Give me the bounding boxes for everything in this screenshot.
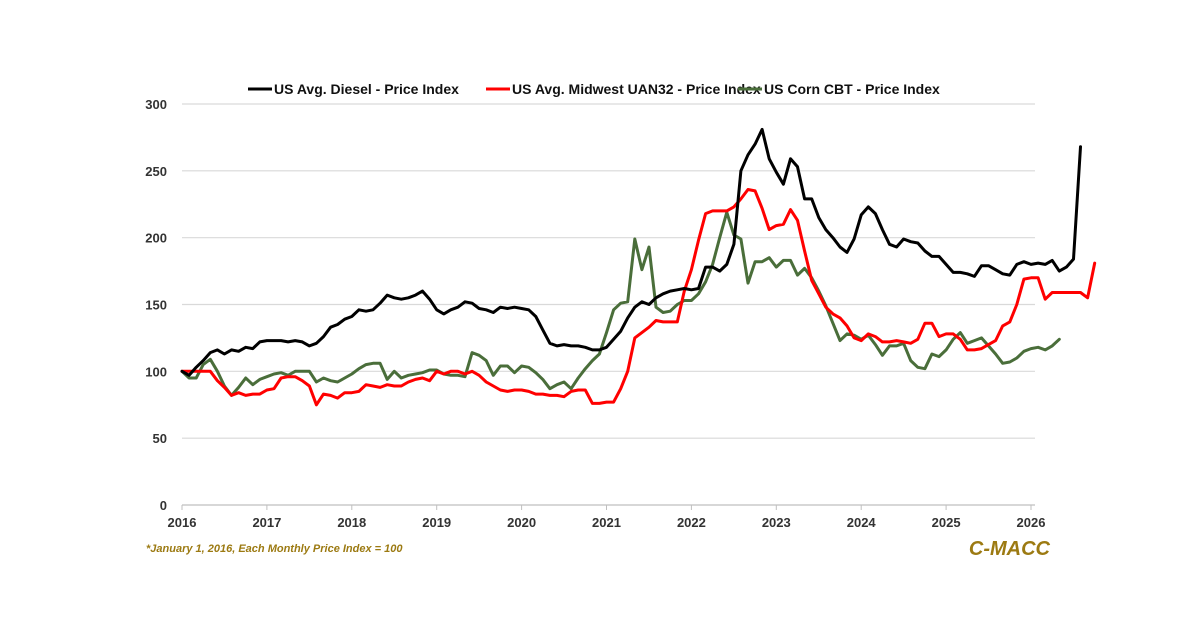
gridlines [182,103,1035,439]
x-tick-label: 2019 [422,515,451,530]
corn-series-line [180,210,1061,397]
series-lines [180,127,1097,407]
y-tick-label: 250 [145,164,167,179]
footnote: *January 1, 2016, Each Monthly Price Ind… [146,543,403,555]
x-tick-label: 2023 [762,515,791,530]
x-axis: 2016 2017 2018 2019 2020 2021 2022 2023 2024 2025… [168,504,1046,530]
uan32-series-line [180,188,1097,407]
y-tick-label: 50 [153,431,167,446]
y-axis: 0 50 100 150 200 250 300 [145,97,167,513]
x-tick-label: 2017 [252,515,281,530]
legend-label: US Avg. Diesel - Price Index [274,81,459,97]
x-tick-label: 2018 [337,515,366,530]
x-tick-label: 2026 [1017,515,1046,530]
legend: US Avg. Diesel - Price Index US Avg. Midw… [248,81,940,97]
x-tick-label: 2025 [932,515,961,530]
diesel-series-line [180,127,1082,377]
x-tick-label: 2016 [168,515,197,530]
legend-label: US Corn CBT - Price Index [764,81,940,97]
y-tick-label: 150 [145,298,167,313]
y-tick-label: 300 [145,97,167,112]
x-tick-label: 2020 [507,515,536,530]
legend-label: US Avg. Midwest UAN32 - Price Index [512,81,761,97]
y-tick-label: 100 [145,364,167,379]
y-tick-label: 0 [160,498,167,513]
x-tick-label: 2024 [847,515,877,530]
brand-logo-text: C-MACC [968,538,1050,560]
x-tick-label: 2022 [677,515,706,530]
x-tick-label: 2021 [592,515,621,530]
y-tick-label: 200 [145,231,167,246]
